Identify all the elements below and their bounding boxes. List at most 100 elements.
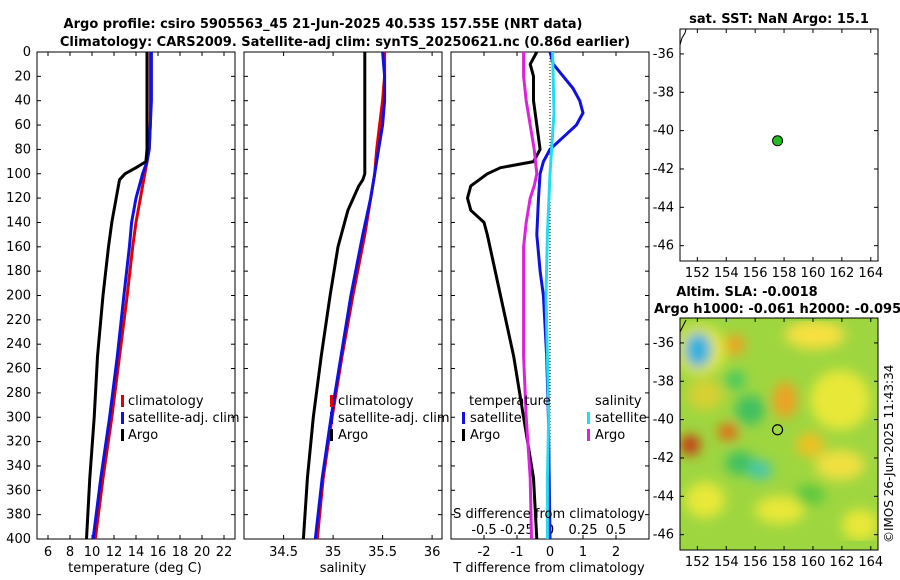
- legend-label-climatology: climatology: [338, 394, 414, 409]
- legend-label-argo: Argo: [338, 428, 368, 443]
- legend-swatch-t-argo: [462, 429, 465, 441]
- depth-tick-label: 60: [14, 118, 31, 133]
- temperature-plot: 6 8 10 12 14 16 18 20 22: [37, 51, 235, 560]
- sla-map-title-line2: Argo h1000: -0.061 h2000: -0.095: [654, 302, 900, 317]
- depth-tick-label: 260: [6, 362, 31, 377]
- map-lat-label: -38: [653, 374, 674, 389]
- depth-tick-label: 380: [6, 508, 31, 523]
- map-lon-label: 156: [743, 266, 768, 281]
- sla-map-axes: -36 -38 -40 -42 -44 -46 152 154 156 158 160 162 164: [653, 318, 883, 570]
- sla-map-field: [680, 318, 878, 550]
- x-tick-label: 35: [325, 545, 342, 560]
- map-lon-label: 158: [772, 266, 797, 281]
- series-line-argo: [301, 52, 367, 540]
- legend-label-satellite: satellite-adj. clim: [128, 411, 240, 426]
- map-lat-label: -38: [653, 85, 674, 100]
- sla-map-panel: [679, 317, 879, 551]
- legend-label-t-satellite: satellite: [470, 411, 522, 426]
- legend-swatch-s-argo: [587, 429, 590, 441]
- legend-label-satellite: satellite-adj. clim: [338, 411, 450, 426]
- depth-tick-label: 220: [6, 313, 31, 328]
- top-tick-label: 0.25: [569, 523, 598, 538]
- figure-title-line1: Argo profile: csiro 5905563_45 21-Jun-20…: [64, 17, 583, 32]
- legend-swatch-satellite: [330, 412, 333, 424]
- sst-coastline: [679, 28, 687, 46]
- map-lat-label: -44: [653, 489, 674, 504]
- depth-tick-label: 320: [6, 435, 31, 450]
- x-tick-label: 12: [106, 545, 123, 560]
- map-lat-label: -44: [653, 200, 674, 215]
- depth-tick-label: 280: [6, 386, 31, 401]
- depth-tick-label: 160: [6, 240, 31, 255]
- series-line-t-satellite: [535, 51, 585, 540]
- x-tick-label: 0: [546, 545, 554, 560]
- map-lon-label: 164: [858, 266, 883, 281]
- sla-map-title-line1: Altim. SLA: -0.0018: [676, 285, 817, 300]
- legend-label-argo: Argo: [128, 428, 158, 443]
- difference-xlabel: T difference from climatology: [452, 561, 645, 576]
- map-lon-label: 154: [714, 266, 739, 281]
- top-tick-label: 0.5: [606, 523, 627, 538]
- series-line-s-satellite: [544, 51, 556, 539]
- depth-tick-label: 80: [14, 142, 31, 157]
- map-lon-label: 162: [829, 266, 854, 281]
- legend-swatch-climatology: [330, 395, 333, 407]
- depth-tick-label: 140: [6, 215, 31, 230]
- depth-axis: 0 20 40 60 80 100 120 140 160 180 200 220 240 260 280 3…: [6, 45, 31, 547]
- sst-argo-position-marker: [772, 135, 784, 147]
- legend-swatch-t-satellite: [462, 412, 465, 424]
- depth-tick-label: 120: [6, 191, 31, 206]
- depth-tick-label: 0: [23, 45, 31, 60]
- x-tick-label: 1: [579, 545, 587, 560]
- series-line-satellite-adj-clim: [91, 52, 153, 540]
- map-lat-label: -40: [653, 124, 674, 139]
- legend-swatch-argo: [330, 429, 333, 441]
- series-line-t-argo: [466, 51, 542, 540]
- map-lat-label: -42: [653, 162, 674, 177]
- depth-tick-label: 360: [6, 483, 31, 498]
- legend-swatch-s-satellite: [587, 412, 590, 424]
- depth-tick-label: 180: [6, 264, 31, 279]
- legend-header-salinity: salinity: [595, 394, 642, 409]
- map-lon-label: 160: [801, 555, 826, 570]
- map-lon-label: 160: [801, 266, 826, 281]
- difference-plot: -2 -1 0 1 2-0.5 -0.25 0 0.25 0.5: [451, 51, 649, 560]
- legend-swatch-satellite: [121, 412, 124, 424]
- sla-argo-position-marker: [771, 424, 784, 436]
- map-lon-label: 152: [685, 266, 710, 281]
- map-lon-label: 152: [685, 555, 710, 570]
- legend-header-temperature: temperature: [469, 394, 551, 409]
- x-tick-label: 14: [128, 545, 145, 560]
- watermark: ©IMOS 26-Jun-2025 11:43:34: [882, 365, 896, 543]
- x-tick-label: 20: [194, 545, 211, 560]
- legend-swatch-climatology: [121, 395, 124, 407]
- x-tick-label: 2: [612, 545, 620, 560]
- x-tick-label: -2: [478, 545, 491, 560]
- depth-tick-label: 400: [6, 532, 31, 547]
- x-tick-label: -1: [511, 545, 524, 560]
- temperature-panel: [36, 51, 236, 540]
- map-lat-label: -46: [653, 239, 674, 254]
- map-lon-label: 156: [743, 555, 768, 570]
- temperature-xlabel: temperature (deg C): [68, 561, 202, 576]
- salinity-panel: [243, 51, 443, 540]
- map-lat-label: -42: [653, 451, 674, 466]
- sla-coastline: [679, 319, 687, 333]
- depth-tick-label: 200: [6, 289, 31, 304]
- depth-tick-label: 40: [14, 94, 31, 109]
- depth-tick-label: 300: [6, 410, 31, 425]
- legend-label-s-satellite: satellite: [595, 411, 647, 426]
- legend-label-climatology: climatology: [128, 394, 204, 409]
- top-tick-label: -0.5: [471, 523, 496, 538]
- salinity-xlabel: salinity: [320, 561, 367, 576]
- series-line-argo: [85, 52, 149, 540]
- map-lon-label: 158: [772, 555, 797, 570]
- map-lat-label: -36: [653, 47, 674, 62]
- temperature-legend: climatology satellite-adj. clim Argo: [121, 394, 240, 443]
- difference-legend: temperature satellite Argo salinity sate…: [462, 394, 647, 443]
- depth-tick-label: 100: [6, 167, 31, 182]
- x-tick-label: 10: [84, 545, 101, 560]
- x-tick-label: 22: [216, 545, 233, 560]
- x-tick-label: 35.5: [368, 545, 397, 560]
